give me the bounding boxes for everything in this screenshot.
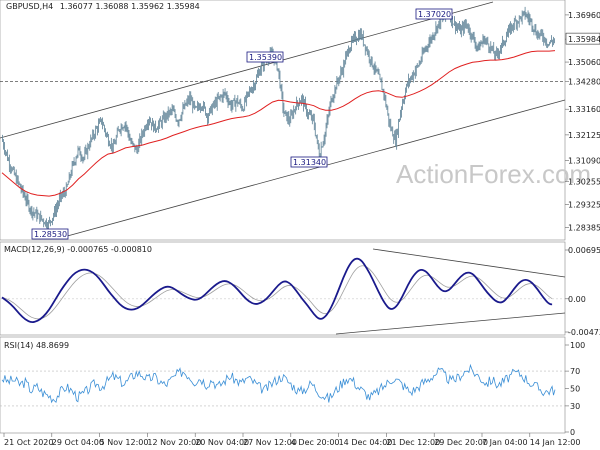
price-annotation: 1.35390 (249, 53, 282, 62)
rsi-tick-label: 50 (570, 385, 580, 394)
time-tick-label: 4 Dec 20:00 (291, 438, 340, 447)
macd-axis: 0.006956 0.00 -0.004736 (565, 246, 600, 337)
rsi-tick-label: 30 (570, 402, 580, 411)
price-annotation-box (290, 156, 328, 168)
time-tick-label: 21 Oct 2020 (4, 438, 53, 447)
macd-trendline-upper (372, 248, 566, 278)
price-tick-label: 1.33160 (568, 105, 600, 114)
macd-header: MACD(12,26,9) -0.000765 -0.000810 (4, 245, 152, 254)
rsi-axis: 100 70 50 30 0 (565, 341, 585, 437)
price-annotation-box (246, 51, 284, 63)
price-tick-label: 1.28385 (568, 224, 600, 233)
moving-average-line (1, 50, 556, 197)
price-tick-label: 1.30255 (568, 177, 600, 186)
time-tick-label: 12 Nov 20:00 (147, 438, 201, 447)
rsi-tick-label: 0 (570, 428, 575, 437)
channel-lines (0, 1, 566, 239)
current-price-box (565, 32, 600, 45)
time-tick-label: 14 Dec 04:00 (339, 438, 393, 447)
price-annotation-box (415, 8, 453, 20)
rsi-panel: RSI(14) 48.8699 (0, 336, 566, 434)
time-tick-label: 29 Dec 20:00 (434, 438, 488, 447)
time-tick-label: 27 Nov 12:00 (243, 438, 297, 447)
macd-signal-line (1, 265, 553, 320)
time-tick-label: 7 Jan 04:00 (482, 438, 528, 447)
price-tick-label: 1.35984 (568, 35, 600, 44)
svg-text:GBPUSD,H4 1.36077 1.3608: GBPUSD,H4 1.36077 1.36088 1.35962 1.3598… (6, 2, 200, 11)
macd-tick-label: -0.004736 (568, 328, 600, 337)
macd-trendline-lower (335, 312, 566, 335)
macd-tick-label: 0.006956 (568, 246, 600, 255)
time-tick-label: 29 Oct 04:00 (52, 438, 104, 447)
price-panel: ActionForex.com 1.28530 1.35390 1.31340 1.3… (0, 0, 591, 241)
price-annotation: 1.31340 (293, 158, 326, 167)
time-tick-label: 20 Nov 04:00 (195, 438, 249, 447)
rsi-line (1, 363, 556, 404)
price-tick-label: 1.34280 (568, 77, 600, 86)
price-tick-label: 1.29325 (568, 200, 600, 209)
watermark: ActionForex.com (396, 159, 591, 189)
time-tick-label: 21 Dec 12:00 (386, 438, 440, 447)
price-tick-label: 1.36960 (568, 11, 600, 20)
price-tick-label: 1.31090 (568, 157, 600, 166)
price-annotation: 1.37020 (418, 10, 451, 19)
price-tick-label: 1.32125 (568, 131, 600, 140)
macd-tick-label: 0.00 (568, 295, 586, 304)
price-axis: 1.36960 1.35984 1.35060 1.34280 1.33160 1.321… (565, 11, 600, 233)
time-tick-label: 5 Nov 12:00 (100, 438, 149, 447)
macd-panel: MACD(12,26,9) -0.000765 -0.000810 (0, 241, 566, 336)
time-tick-label: 14 Jan 12:00 (530, 438, 581, 447)
price-tick-label: 1.35060 (568, 58, 600, 67)
price-annotation: 1.28530 (34, 230, 67, 239)
rsi-tick-label: 100 (570, 341, 585, 350)
macd-line (1, 257, 553, 324)
rsi-header: RSI(14) 48.8699 (4, 341, 69, 350)
rsi-tick-label: 70 (570, 367, 580, 376)
price-annotation-box (31, 228, 69, 240)
ohlc-values: 1.36077 1.36088 1.35962 1.35984 (60, 2, 200, 11)
chart-symbol: GBPUSD,H4 (6, 2, 53, 11)
